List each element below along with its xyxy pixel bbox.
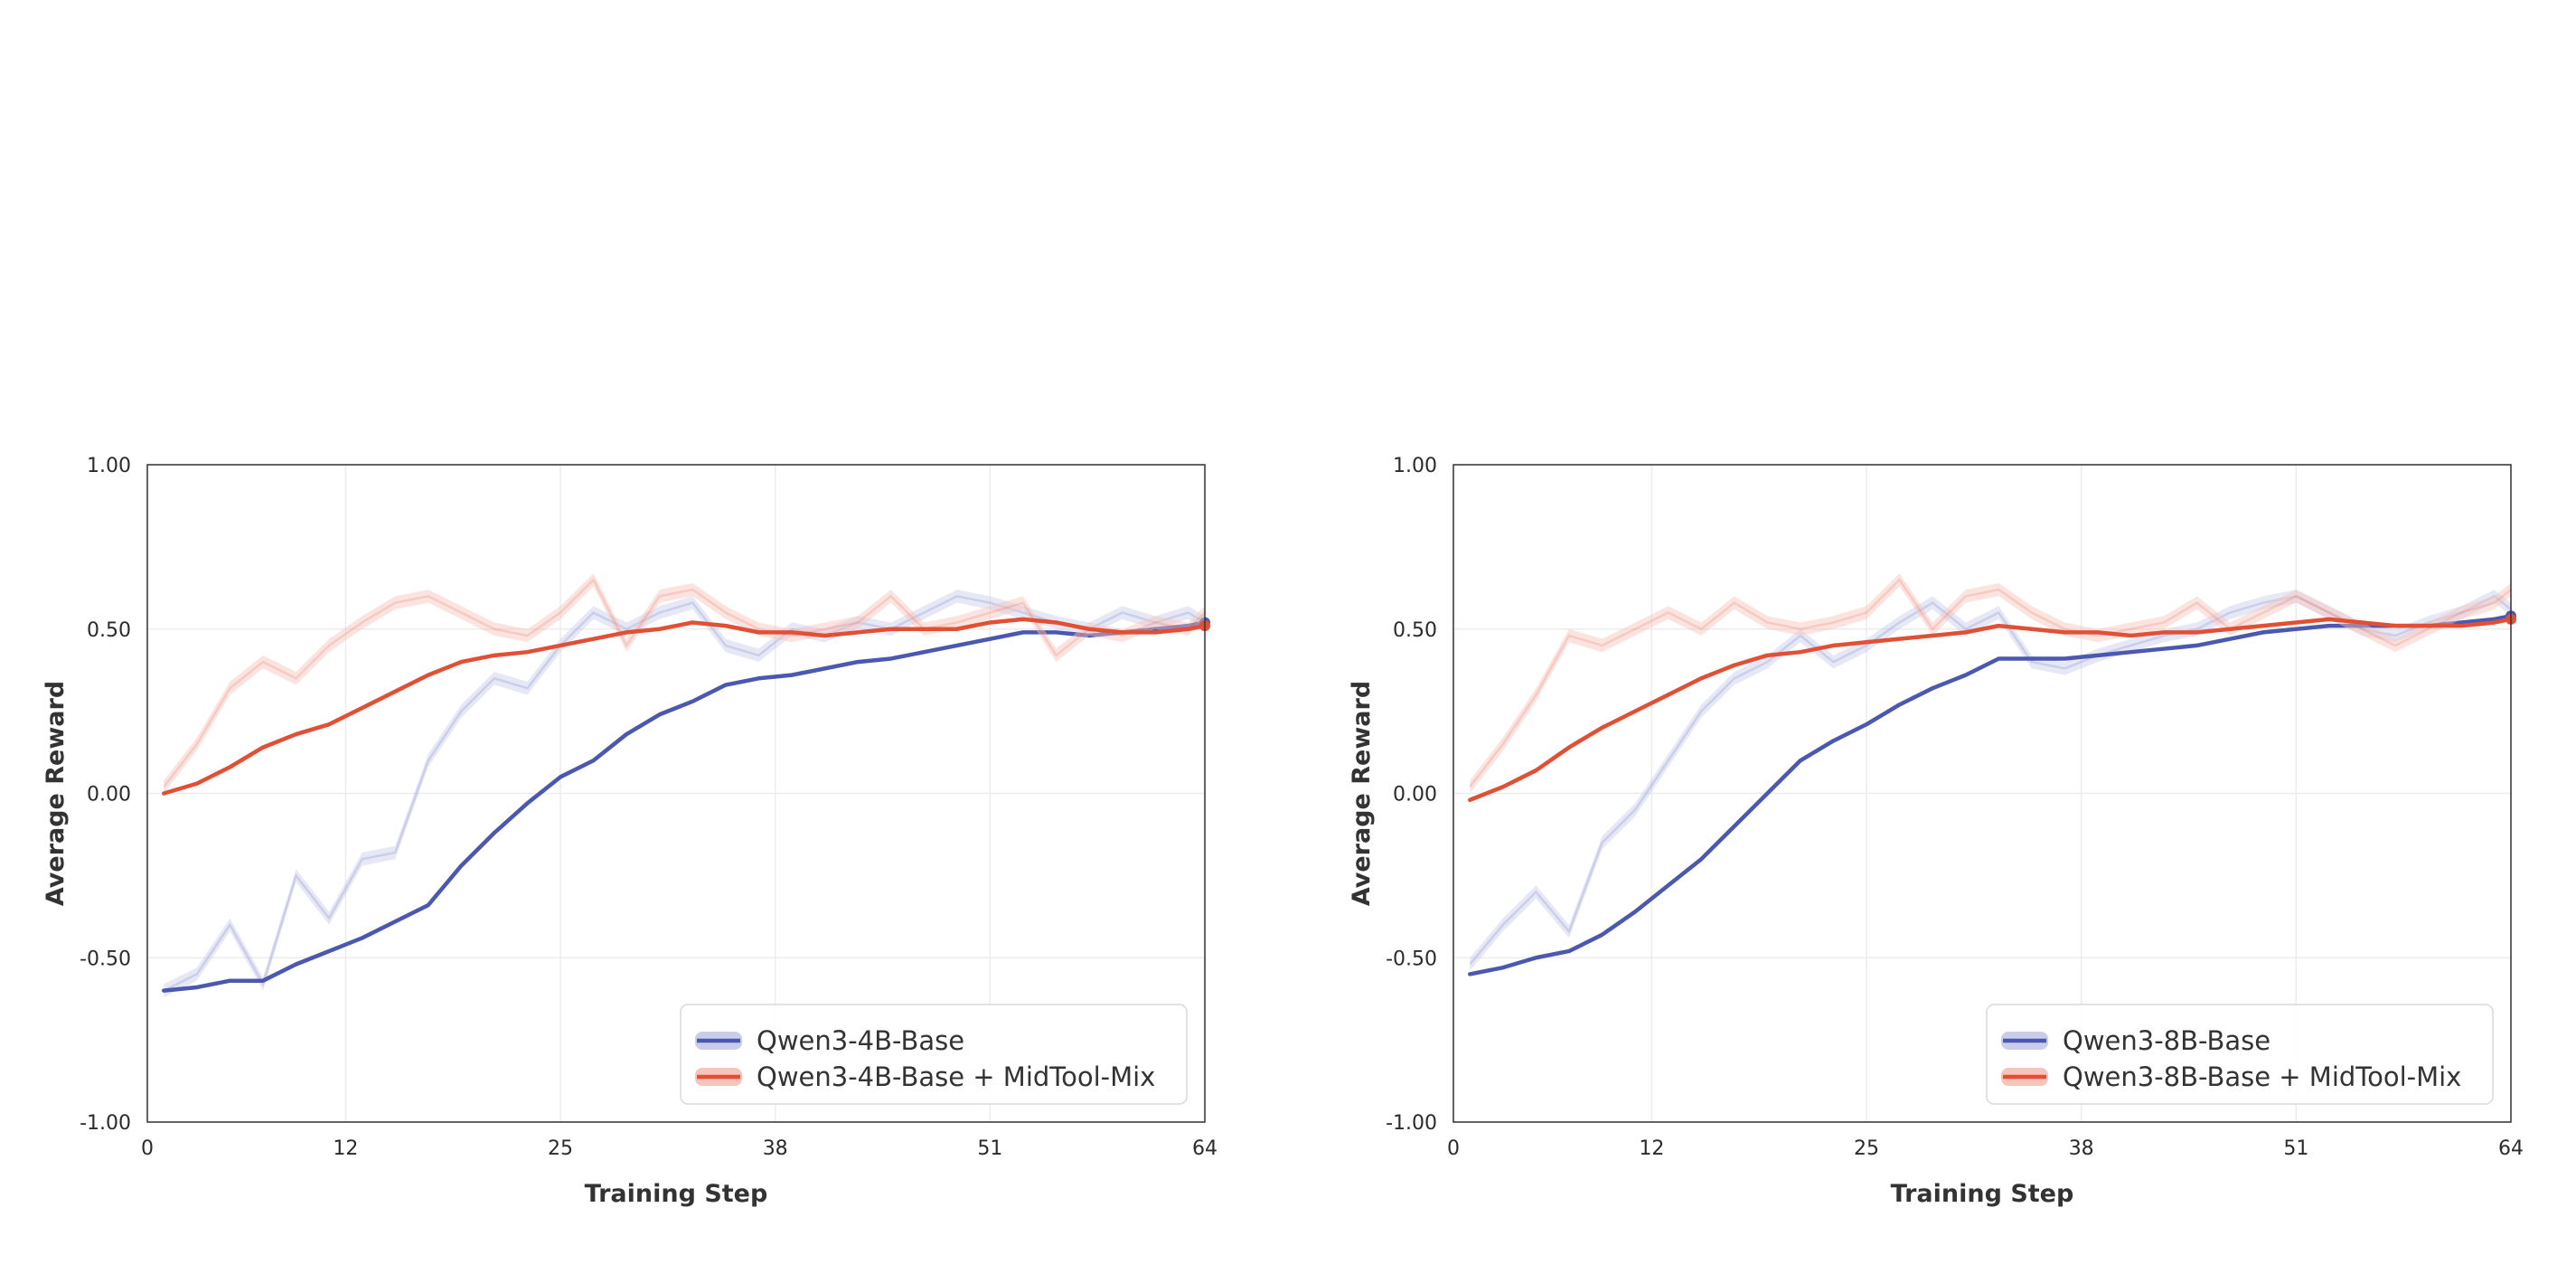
plot-frame xyxy=(1453,464,2512,1123)
x-axis-title: Training Step xyxy=(1891,1180,2074,1208)
x-tick-label: 51 xyxy=(2283,1137,2308,1160)
y-tick-label: 0.50 xyxy=(1393,619,1437,642)
y-axis-title: Average Reward xyxy=(42,681,70,906)
series-band-midtool xyxy=(1470,572,2511,794)
x-tick-label: 12 xyxy=(1639,1137,1664,1160)
x-axis-title: Training Step xyxy=(585,1180,768,1208)
panel-left: 0 12 25 38 51 64 1.00 0.50 0.00 -0.50 -1.00 Trainin… xyxy=(42,455,1217,1208)
y-tick-label: 0.50 xyxy=(87,619,131,642)
x-tick-label: 51 xyxy=(977,1137,1002,1160)
y-tick-label: -0.50 xyxy=(80,948,131,970)
series-raw-line-midtool xyxy=(163,578,1206,788)
x-tick-label: 64 xyxy=(1192,1137,1217,1160)
x-tick-label: 0 xyxy=(141,1137,154,1160)
y-tick-label: 1.00 xyxy=(1393,455,1437,477)
x-tick-label: 0 xyxy=(1447,1137,1460,1160)
series-line-midtool xyxy=(162,617,1208,796)
series-line-base xyxy=(162,620,1208,993)
legend-box xyxy=(680,1004,1188,1105)
series-line-base xyxy=(1468,613,2514,976)
legend-label: Qwen3-4B-Base + MidTool-Mix xyxy=(757,1061,1155,1092)
x-tick-label: 25 xyxy=(548,1137,573,1160)
legend-label: Qwen3-4B-Base xyxy=(757,1025,964,1056)
y-tick-label: -1.00 xyxy=(80,1112,131,1135)
series-raw-line-base xyxy=(163,595,1206,992)
series-band-base xyxy=(1470,590,2511,971)
y-tick-label: 0.00 xyxy=(87,784,131,807)
x-tick-label: 12 xyxy=(333,1137,358,1160)
x-tick-label: 38 xyxy=(2069,1137,2094,1160)
legend-label: Qwen3-8B-Base + MidTool-Mix xyxy=(2063,1061,2461,1092)
x-tick-label: 25 xyxy=(1854,1137,1879,1160)
panel-right: 0 12 25 38 51 64 1.00 0.50 0.00 -0.50 -1.00 Trainin… xyxy=(1348,455,2524,1208)
y-tick-label: 1.00 xyxy=(87,455,131,477)
y-axis-title: Average Reward xyxy=(1348,681,1376,906)
y-tick-label: -1.00 xyxy=(1386,1112,1437,1135)
y-tick-label: 0.00 xyxy=(1393,784,1437,807)
x-tick-label: 64 xyxy=(2498,1137,2524,1160)
legend-box xyxy=(1986,1004,2494,1105)
series-raw-line-base xyxy=(1469,594,2512,966)
series-raw-line-midtool xyxy=(1469,578,2512,788)
y-tick-label: -0.50 xyxy=(1386,948,1437,970)
x-tick-label: 38 xyxy=(763,1137,788,1160)
legend-label: Qwen3-8B-Base xyxy=(2063,1025,2270,1056)
plot-frame xyxy=(146,464,1206,1123)
series-line-midtool xyxy=(1468,617,2514,803)
